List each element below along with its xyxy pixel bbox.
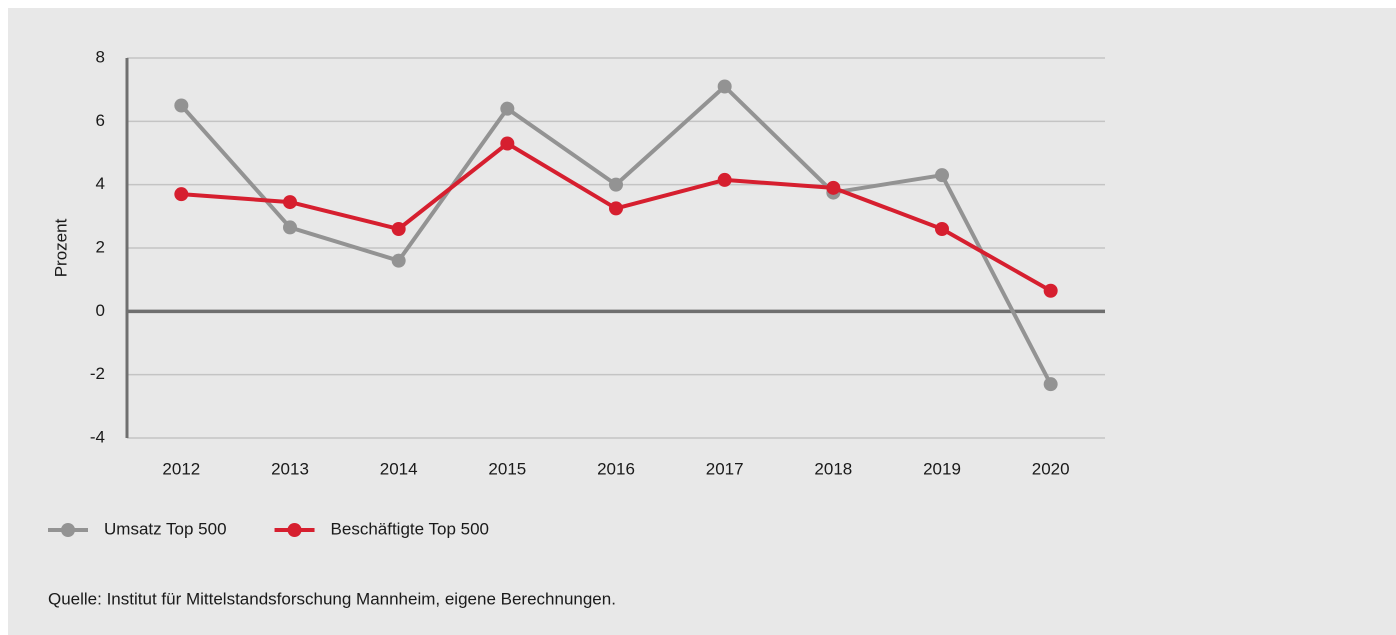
chart-background <box>8 8 1396 635</box>
data-point <box>174 187 189 202</box>
x-tick-label: 2017 <box>706 459 744 478</box>
data-point <box>1043 283 1058 298</box>
data-point <box>717 172 732 187</box>
y-tick-label: 4 <box>96 174 105 193</box>
x-tick-label: 2018 <box>814 459 852 478</box>
x-tick-label: 2014 <box>380 459 418 478</box>
x-tick-label: 2013 <box>271 459 309 478</box>
data-point <box>826 180 841 195</box>
x-tick-label: 2012 <box>162 459 200 478</box>
x-tick-label: 2019 <box>923 459 961 478</box>
data-point <box>174 98 189 113</box>
y-tick-label: -2 <box>90 364 105 383</box>
data-point <box>391 253 406 268</box>
y-tick-label: 2 <box>96 237 105 256</box>
y-tick-label: 6 <box>96 111 105 130</box>
data-point <box>391 222 406 236</box>
data-point <box>283 220 297 235</box>
data-point <box>609 177 623 192</box>
data-point <box>935 168 949 183</box>
y-axis-label: Prozent <box>51 218 70 277</box>
y-tick-label: 8 <box>96 47 105 66</box>
y-tick-label: -4 <box>90 427 105 446</box>
legend-swatch-dot <box>61 523 75 537</box>
legend-label: Umsatz Top 500 <box>104 519 227 538</box>
data-point <box>283 195 297 210</box>
data-point <box>500 101 515 116</box>
legend-swatch-dot <box>287 523 302 537</box>
source-note: Quelle: Institut für Mittelstandsforschu… <box>48 589 616 608</box>
data-point <box>609 201 623 216</box>
data-point <box>1043 377 1058 392</box>
x-tick-label: 2015 <box>488 459 526 478</box>
data-point <box>500 136 515 151</box>
legend-label: Beschäftigte Top 500 <box>331 519 489 538</box>
x-tick-label: 2020 <box>1032 459 1070 478</box>
y-tick-label: 0 <box>96 301 105 320</box>
data-point <box>935 222 949 236</box>
x-tick-label: 2016 <box>597 459 635 478</box>
data-point <box>717 79 732 94</box>
